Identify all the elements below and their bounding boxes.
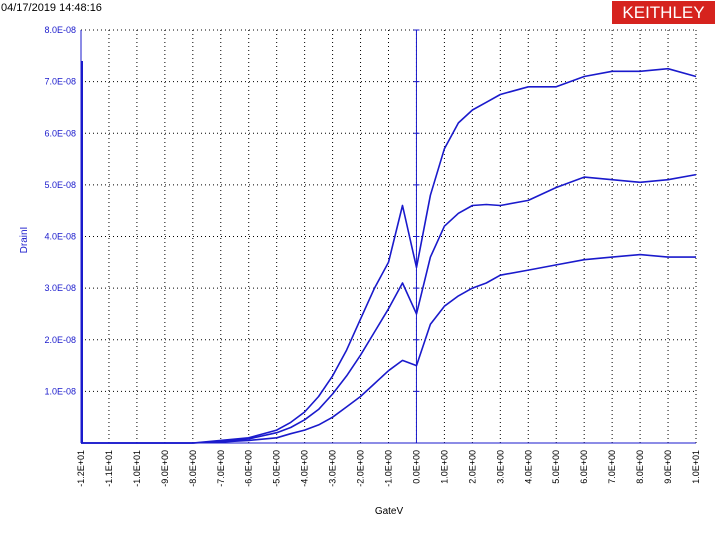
x-tick-label: 3.0E+00	[495, 450, 505, 484]
y-tick-label: 7.0E-08	[44, 77, 76, 87]
y-tick-label: 2.0E-08	[44, 335, 76, 345]
x-tick-label: 5.0E+00	[551, 450, 561, 484]
x-tick-label: -1.0E+01	[132, 450, 142, 487]
x-tick-label: -2.0E+00	[356, 450, 366, 487]
x-tick-label: 4.0E+00	[523, 450, 533, 484]
x-tick-label: -5.0E+00	[272, 450, 282, 487]
series-line-1	[81, 67, 697, 444]
y-tick-label: 6.0E-08	[44, 128, 76, 138]
x-tick-label: 1.0E+00	[439, 450, 449, 484]
x-tick-label: -4.0E+00	[300, 450, 310, 487]
y-tick-label: 3.0E-08	[44, 283, 76, 293]
x-tick-label: 0.0E+00	[411, 450, 421, 484]
x-tick-label: 8.0E+00	[635, 450, 645, 484]
x-tick-label: -3.0E+00	[328, 450, 338, 487]
timestamp: 04/17/2019 14:48:16	[1, 2, 102, 14]
data-series	[81, 60, 697, 444]
x-tick-label: -1.0E+00	[384, 450, 394, 487]
y-tick-label: 8.0E-08	[44, 25, 76, 35]
x-tick-label: -6.0E+00	[244, 450, 254, 487]
x-tick-label: 6.0E+00	[579, 450, 589, 484]
y-axis-label: DrainI	[19, 227, 30, 254]
x-tick-label: -9.0E+00	[160, 450, 170, 487]
series-line-3	[81, 253, 696, 444]
x-tick-label: -1.2E+01	[76, 450, 86, 487]
x-tick-label: -8.0E+00	[188, 450, 198, 487]
x-tick-label: 7.0E+00	[607, 450, 617, 484]
grid	[80, 29, 697, 443]
y-tick-label: 4.0E-08	[44, 232, 76, 242]
y-tick-labels: 1.0E-08 2.0E-08 3.0E-08 4.0E-08 5.0E-08 6.0E-…	[44, 25, 76, 396]
x-tick-label: 1.0E+01	[691, 450, 701, 484]
x-tick-label: 9.0E+00	[663, 450, 673, 484]
x-axis-label: GateV	[375, 506, 404, 517]
y-tick-label: 5.0E-08	[44, 180, 76, 190]
x-tick-label: -1.1E+01	[104, 450, 114, 487]
x-tick-label: 2.0E+00	[467, 450, 477, 484]
x-tick-label: -7.0E+00	[216, 450, 226, 487]
y-tick-label: 1.0E-08	[44, 386, 76, 396]
brand-logo: KEITHLEY	[612, 1, 715, 24]
x-tick-labels: -1.2E+01 -1.1E+01 -1.0E+01 -9.0E+00 -8.0E+00…	[76, 450, 701, 487]
